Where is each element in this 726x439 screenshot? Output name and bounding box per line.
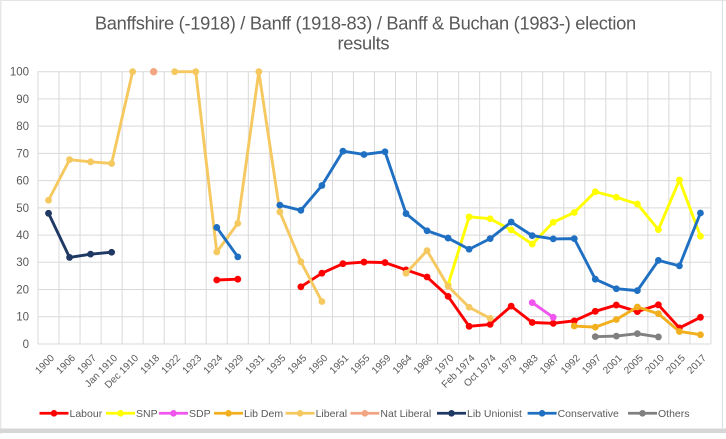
svg-text:20: 20 xyxy=(16,284,29,296)
svg-text:Labour: Labour xyxy=(70,408,103,420)
svg-text:70: 70 xyxy=(16,148,29,160)
svg-text:results: results xyxy=(338,33,390,54)
svg-text:SNP: SNP xyxy=(136,408,158,420)
svg-text:Others: Others xyxy=(658,408,690,420)
svg-text:30: 30 xyxy=(16,257,29,269)
svg-text:40: 40 xyxy=(16,230,29,242)
svg-text:80: 80 xyxy=(16,121,29,133)
svg-text:90: 90 xyxy=(16,94,29,106)
svg-text:Lib Unionist: Lib Unionist xyxy=(467,408,522,420)
svg-text:SDP: SDP xyxy=(189,408,211,420)
svg-text:100: 100 xyxy=(10,67,29,79)
svg-text:Nat Liberal: Nat Liberal xyxy=(380,408,431,420)
svg-text:50: 50 xyxy=(16,203,29,215)
svg-text:10: 10 xyxy=(16,312,29,324)
svg-text:Liberal: Liberal xyxy=(316,408,348,420)
svg-text:Conservative: Conservative xyxy=(558,408,619,420)
svg-text:60: 60 xyxy=(16,176,29,188)
svg-text:Lib Dem: Lib Dem xyxy=(244,408,283,420)
svg-text:Banffshire (-1918) / Banff (19: Banffshire (-1918) / Banff (1918-83) / B… xyxy=(95,12,636,33)
svg-text:0: 0 xyxy=(23,339,29,351)
